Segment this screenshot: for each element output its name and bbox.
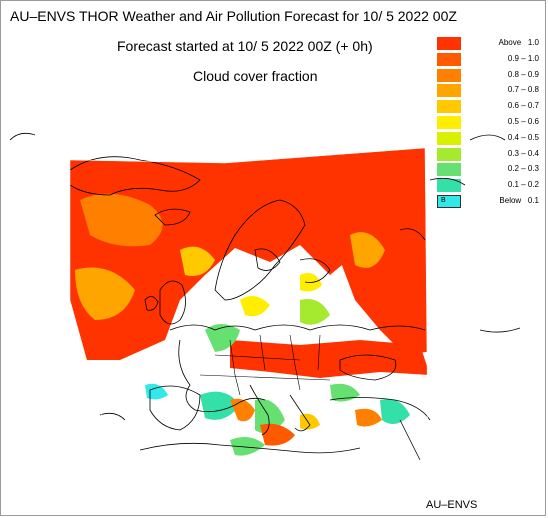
legend-label: 0.3 – 0.4: [507, 148, 539, 158]
legend-row: 0.4 – 0.5: [437, 131, 543, 147]
legend-swatch: [437, 147, 461, 161]
legend-swatch: [437, 131, 461, 145]
field-name-label: Cloud cover fraction: [193, 68, 318, 84]
legend-swatch: [437, 163, 461, 177]
credit-label: AU–ENVS: [426, 499, 478, 511]
legend-label: 0.4 – 0.5: [507, 132, 539, 142]
legend-row: 0.5 – 0.6: [437, 115, 543, 131]
legend-swatch: [437, 68, 461, 82]
legend-swatch: [437, 115, 461, 129]
legend-swatch: [437, 100, 461, 114]
legend-row: 0.9 – 1.0: [437, 52, 543, 68]
legend-label: 0.6 – 0.7: [507, 101, 539, 111]
cloud-cover-field: [70, 148, 428, 462]
legend-label: Above 1.0: [498, 38, 539, 47]
color-legend: Above 1.0 0.9 – 1.0 0.8 – 0.9 0.7 – 0.8 …: [437, 36, 543, 210]
legend-swatch: [437, 179, 461, 193]
legend-row: 0.8 – 0.9: [437, 68, 543, 84]
legend-row: B Below 0.1: [437, 194, 543, 210]
legend-label: 0.5 – 0.6: [507, 116, 539, 126]
legend-row: 0.1 – 0.2: [437, 178, 543, 194]
legend-label: 0.1 – 0.2: [507, 180, 539, 190]
legend-swatch: [437, 37, 461, 50]
legend-row: Above 1.0: [437, 36, 543, 52]
legend-row: 0.2 – 0.3: [437, 162, 543, 178]
legend-swatch: [437, 84, 461, 98]
legend-below-mark: B: [441, 196, 446, 204]
legend-swatch: [437, 52, 461, 66]
legend-label: 0.2 – 0.3: [507, 164, 539, 174]
domain-outline: [69, 147, 429, 463]
legend-label: Below 0.1: [499, 195, 539, 205]
forecast-start-label: Forecast started at 10/ 5 2022 00Z (+ 0h…: [117, 38, 373, 54]
legend-swatch: B: [437, 194, 461, 208]
coastlines: [9, 132, 521, 461]
legend-row: 0.6 – 0.7: [437, 99, 543, 115]
legend-row: 0.7 – 0.8: [437, 83, 543, 99]
legend-label: 0.7 – 0.8: [507, 85, 539, 95]
legend-row: 0.3 – 0.4: [437, 147, 543, 163]
figure-title: AU–ENVS THOR Weather and Air Pollution F…: [10, 8, 457, 24]
legend-label: 0.8 – 0.9: [507, 69, 539, 79]
legend-label: 0.9 – 1.0: [507, 53, 539, 63]
